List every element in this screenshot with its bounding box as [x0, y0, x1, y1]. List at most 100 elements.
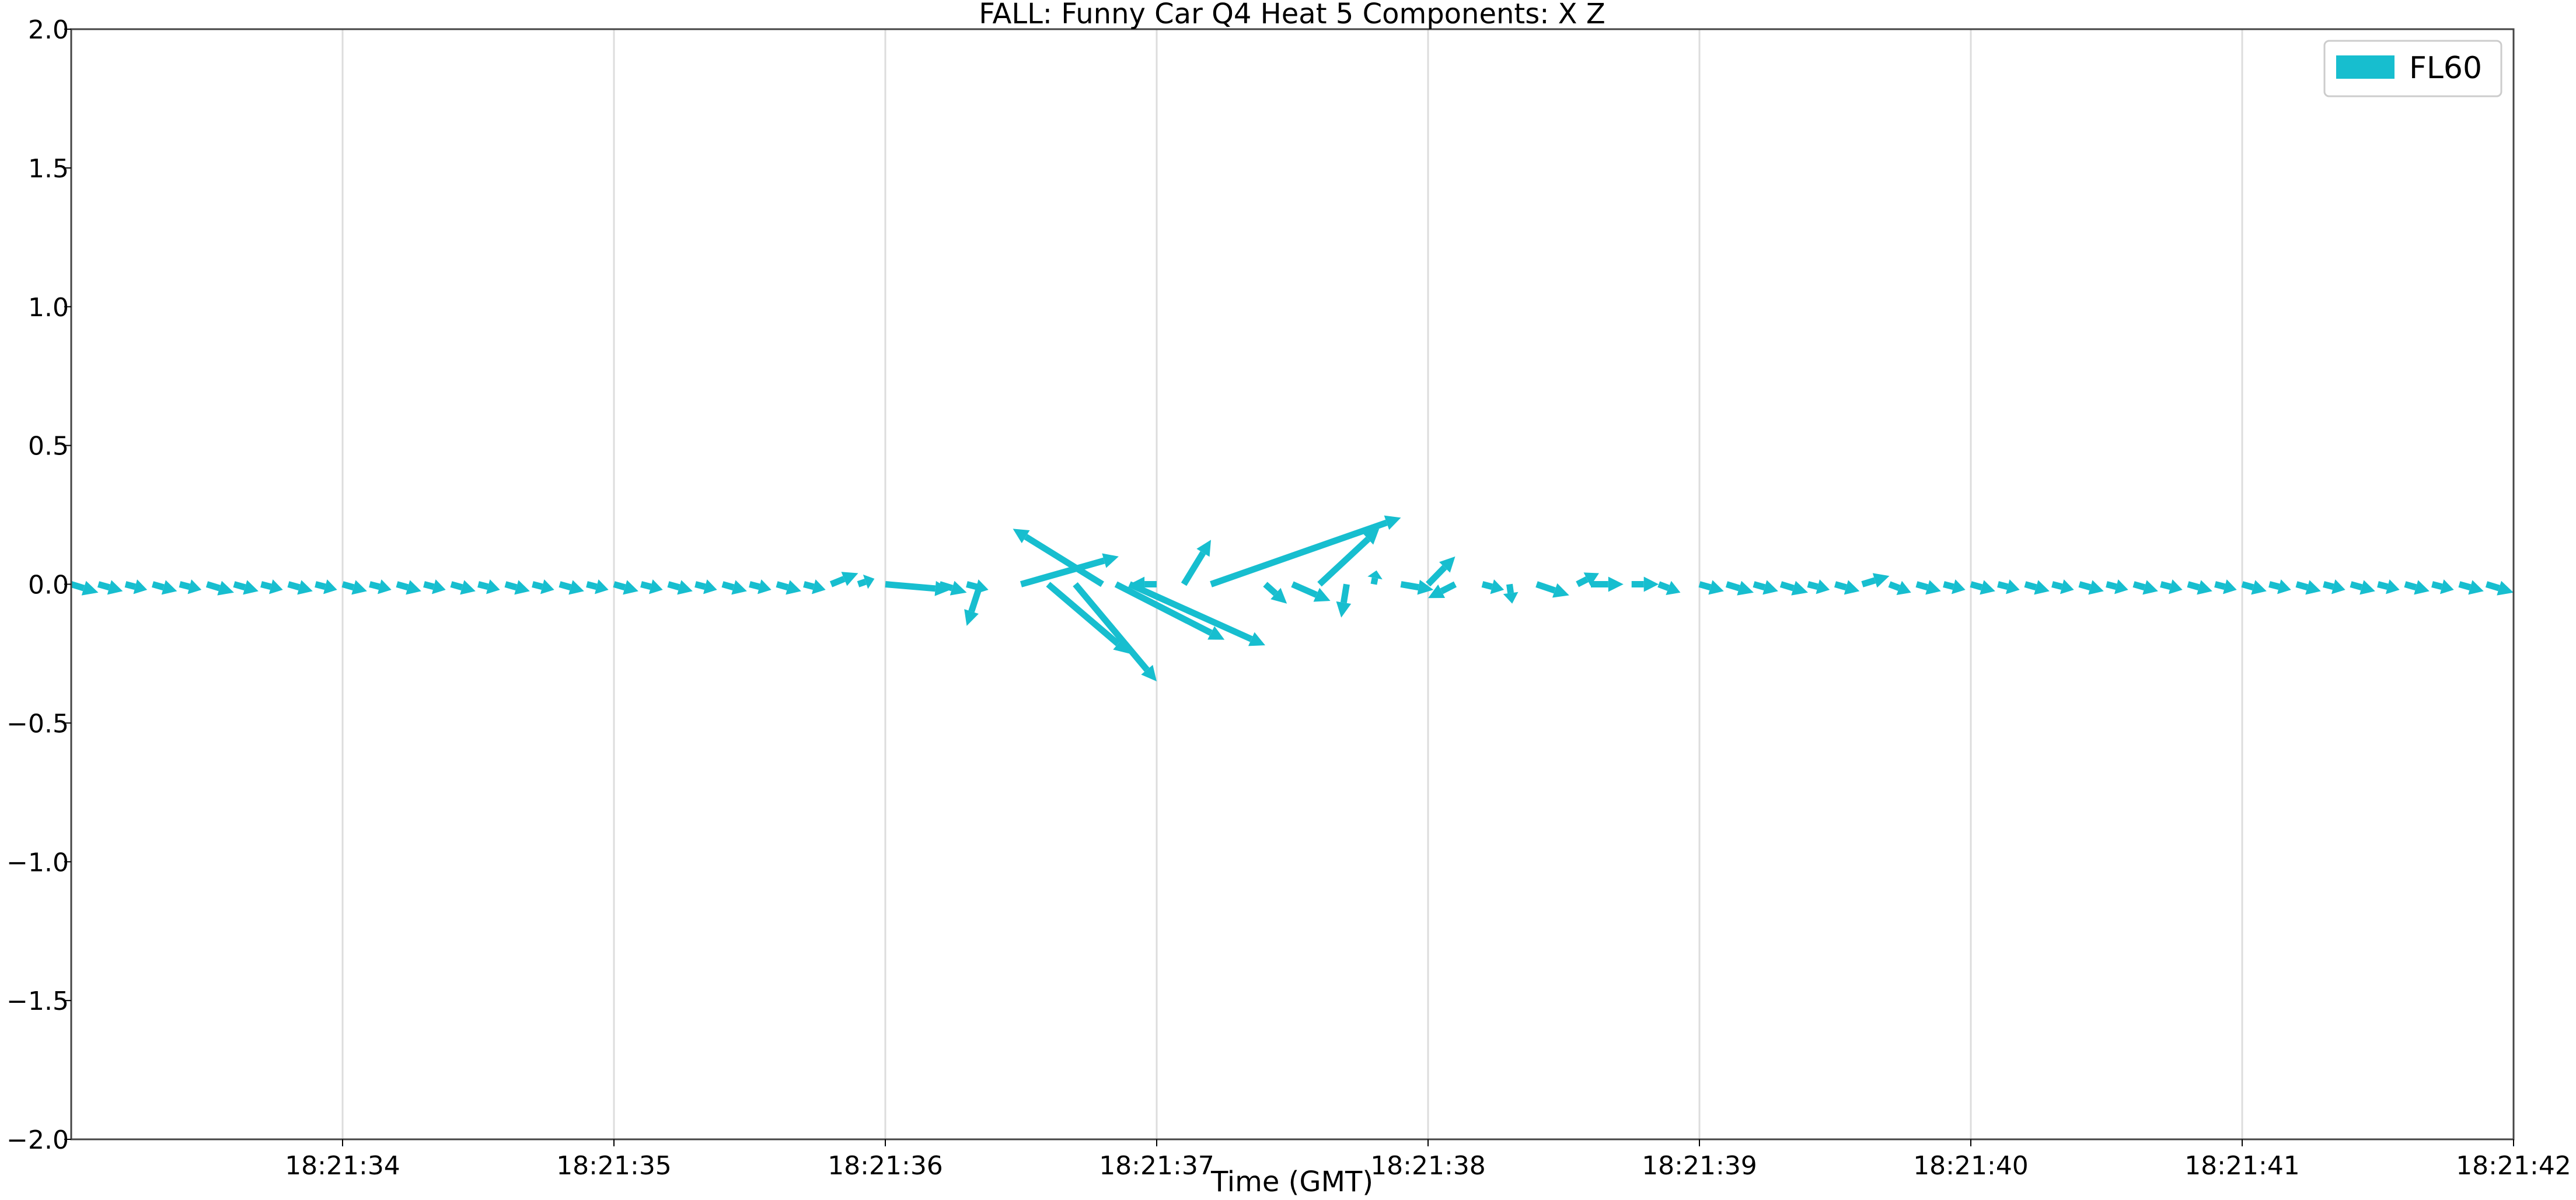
quiver-arrow: [2485, 580, 2514, 596]
quiver-arrow: [1128, 581, 1265, 646]
quiver-arrow: [559, 580, 584, 595]
quiver-arrow: [1943, 579, 1966, 594]
quiver-arrow: [1753, 580, 1778, 595]
quiver-arrow: [1779, 580, 1808, 596]
quiver-arrow: [2268, 579, 2291, 594]
quiver-arrow: [1367, 570, 1383, 585]
y-tick-label: 2.0: [28, 15, 69, 45]
quiver-arrow: [287, 580, 313, 595]
y-tick-label: −1.5: [6, 986, 69, 1016]
quiver-arrow: [2404, 580, 2430, 595]
x-tick-label: 18:21:39: [1642, 1151, 1757, 1181]
quiver-arrow: [1046, 582, 1130, 654]
x-tick-label: 18:21:38: [1370, 1151, 1486, 1181]
quiver-arrow: [1210, 515, 1401, 587]
legend-swatch-fl60: [2336, 55, 2395, 79]
quiver-arrow: [341, 580, 367, 595]
quiver-arrow: [97, 580, 123, 595]
quiver-arrow: [2377, 579, 2400, 594]
x-tick-label: 18:21:35: [556, 1151, 672, 1181]
quiver-arrow: [776, 580, 801, 595]
quiver-arrow: [1535, 581, 1569, 598]
quiver-arrow: [477, 579, 500, 594]
quiver-arrow: [1698, 580, 1724, 595]
quiver-arrow: [205, 580, 234, 596]
quiver-arrow: [2024, 580, 2050, 595]
quiver-arrow: [1970, 580, 1995, 595]
quiver-arrow: [1807, 579, 1830, 594]
quiver-arrow: [1576, 572, 1599, 587]
quiver-arrow: [829, 572, 858, 587]
quiver-arrow: [1129, 576, 1157, 592]
arrow-series-fl60: [70, 515, 2514, 682]
quiver-arrow: [1291, 581, 1331, 602]
quiver-arrow: [1503, 583, 1519, 604]
quiver-arrow: [1428, 581, 1457, 599]
quiver-arrow: [613, 580, 638, 595]
quiver-arrow: [2051, 579, 2074, 594]
quiver-arrow: [450, 580, 476, 595]
quiver-arrow: [1426, 556, 1455, 587]
quiver-arrow: [124, 579, 148, 594]
quiver-arrow: [1263, 582, 1287, 604]
quiver-arrow: [2078, 580, 2104, 595]
quiver-arrow: [260, 579, 283, 594]
quiver-arrow: [1888, 580, 1911, 596]
quiver-arrow: [369, 579, 392, 594]
x-tick-label: 18:21:37: [1099, 1151, 1214, 1181]
x-tick-label: 18:21:42: [2456, 1151, 2571, 1181]
quiver-arrow: [2132, 580, 2158, 595]
quiver-arrow: [2323, 579, 2345, 594]
x-axis-label: Time (GMT): [1210, 1166, 1373, 1198]
quiver-arrow: [1481, 579, 1505, 594]
y-tick-label: 1.0: [28, 293, 69, 323]
quiver-arrow: [1725, 580, 1754, 596]
quiver-arrow: [70, 580, 99, 596]
quiver-arrow: [2106, 579, 2128, 594]
quiver-arrow: [1400, 579, 1434, 595]
quiver-arrow: [2187, 580, 2212, 595]
quiver-arrow: [233, 580, 259, 595]
y-tick-label: 1.5: [28, 154, 69, 184]
y-tick-label: −1.0: [6, 848, 69, 877]
quiver-arrow: [586, 579, 609, 594]
quiver-arrow: [1181, 540, 1211, 586]
x-tick-label: 18:21:40: [1913, 1151, 2029, 1181]
quiver-arrow: [964, 583, 983, 626]
quiver-arrow: [2214, 579, 2237, 594]
quiver-arrow: [694, 579, 717, 594]
quiver-arrow: [2458, 580, 2484, 595]
legend-box: [2323, 40, 2502, 97]
quiver-arrow: [151, 580, 177, 595]
quiver-arrow: [1336, 583, 1352, 618]
quiver-arrow: [1013, 529, 1104, 587]
quiver-arrow: [721, 580, 747, 595]
chart-title: FALL: Funny Car Q4 Heat 5 Components: X …: [979, 0, 1605, 30]
legend-label-fl60: FL60: [2409, 51, 2482, 86]
quiver-arrow: [2295, 580, 2321, 595]
quiver-arrow: [938, 580, 967, 596]
y-tick-label: 0.0: [28, 571, 69, 600]
quiver-arrow: [2241, 580, 2267, 595]
quiver-arrow: [1657, 580, 1681, 596]
quiver-arrow: [1591, 576, 1624, 592]
x-tick-label: 18:21:41: [2184, 1151, 2300, 1181]
quiver-arrow: [640, 579, 663, 594]
y-tick-label: −2.0: [6, 1125, 69, 1155]
quiver-arrow: [1073, 582, 1157, 682]
quiver-arrow: [2350, 580, 2375, 595]
quiver-arrow: [857, 574, 875, 589]
quiver-arrow: [532, 579, 554, 594]
quiver-arrow: [803, 579, 826, 594]
y-tick-label: −0.5: [6, 709, 69, 739]
quiver-arrow: [504, 580, 530, 595]
quiver-arrow: [1997, 579, 2020, 594]
quiver-arrow: [2431, 579, 2454, 594]
quiver-arrow: [667, 580, 693, 595]
legend: FL60: [2323, 40, 2502, 97]
quiver-arrow: [1915, 580, 1941, 595]
quiver-arrow: [2160, 579, 2183, 594]
x-tick-label: 18:21:34: [285, 1151, 400, 1181]
quiver-arrow: [749, 579, 772, 594]
quiver-arrow: [1114, 581, 1225, 640]
